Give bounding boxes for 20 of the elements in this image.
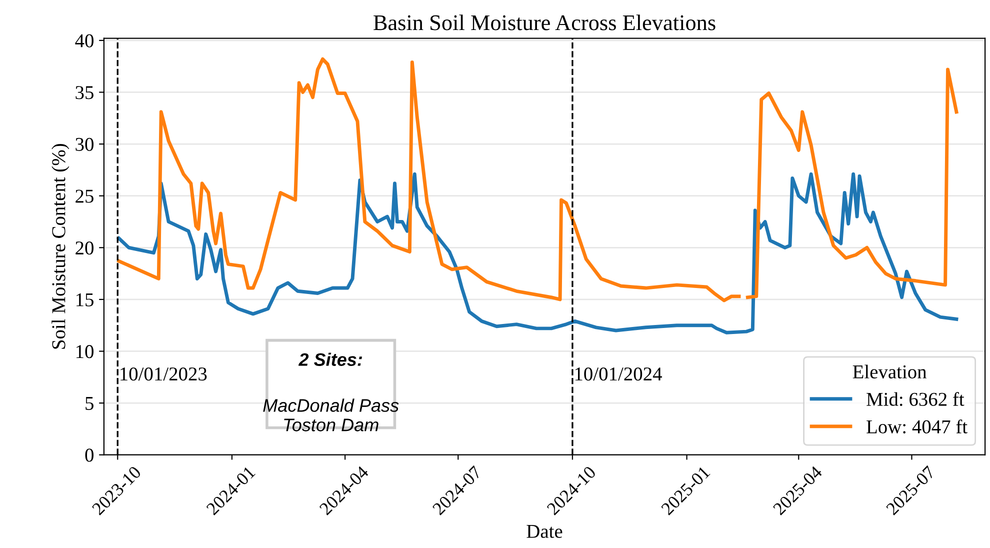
annotation: 2 Sites: [298,352,362,366]
y-tick-label: 40 [75,34,94,48]
chart-title: Basin Soil Moisture Across Elevations [374,14,716,30]
y-tick-label: 15 [76,293,94,306]
ref-line-label: 10/01/2024 [575,367,662,381]
ref-line-label: 10/01/2023 [120,367,207,381]
y-axis-title: Soil Moisture Content (%) [52,144,70,349]
y-tick-label: 25 [76,190,94,203]
y-tick-label: 35 [76,86,94,100]
line-series [117,172,958,334]
x-axis-title: Date [526,525,562,538]
y-tick-label: 5 [86,397,94,410]
y-tick-label: 30 [76,138,94,151]
legend-label: Mid: 6362 ft [866,392,964,406]
y-tick-label: 0 [85,448,94,462]
legend-title: Elevation [852,364,927,378]
legend-label: Low: 4047 ft [866,420,968,434]
y-tick-label: 10 [76,345,94,358]
annotation: MacDonald Pass Toston Dam [263,398,399,432]
y-tick-label: 20 [76,241,94,255]
